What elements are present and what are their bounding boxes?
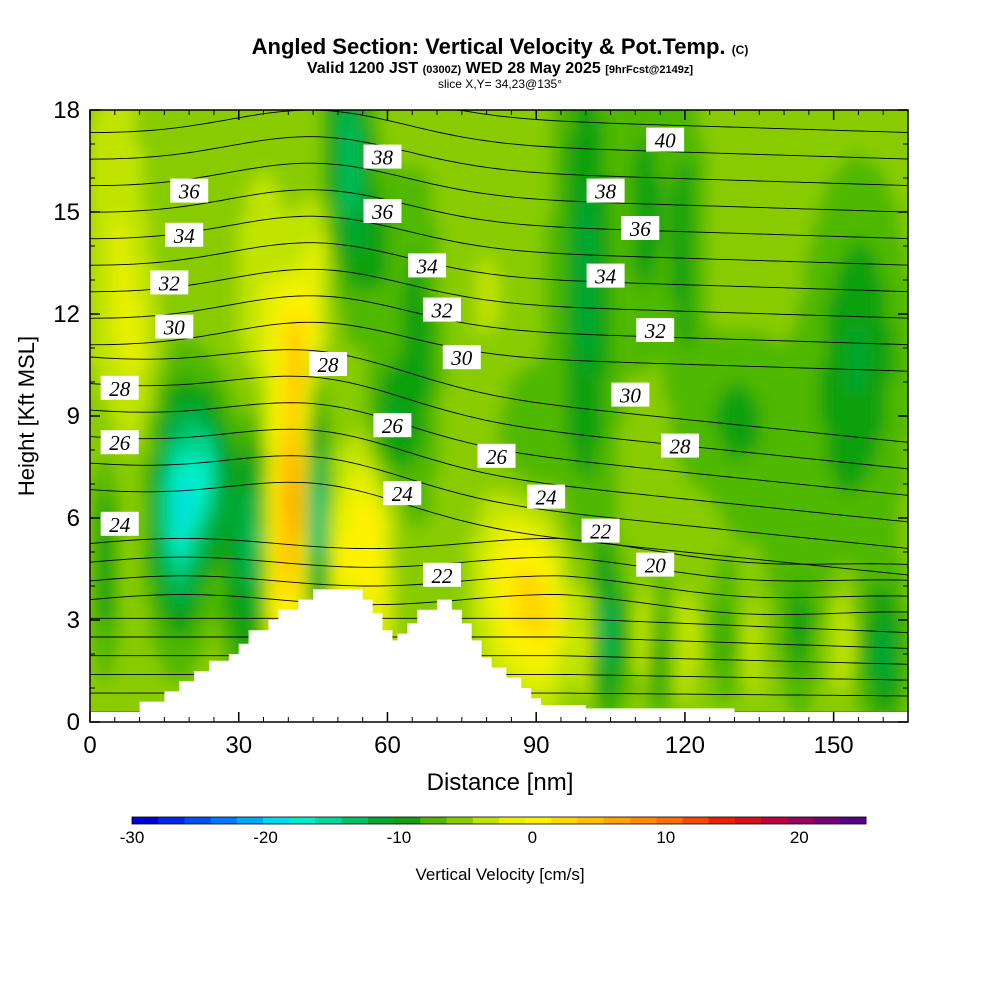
x-tick-label: 120: [665, 732, 705, 759]
colorbar-swatch: [839, 817, 867, 824]
theta-contour-label: 22: [423, 562, 461, 588]
theta-contour-label: 34: [165, 222, 204, 248]
colorbar-swatch: [630, 817, 657, 824]
theta-contour-label: 38: [586, 178, 625, 204]
colorbar-tick-label: 10: [656, 828, 675, 847]
theta-contour-label: 32: [636, 318, 675, 343]
slice-info: slice X,Y= 34,23@135°: [437, 77, 563, 91]
colorbar-swatch: [734, 817, 762, 824]
theta-contour-label: 30: [611, 382, 650, 408]
theta-contour-label: 20: [636, 552, 675, 578]
colorbar-swatch: [289, 817, 316, 824]
theta-contour-label: 36: [621, 216, 660, 241]
theta-contours: [90, 110, 908, 713]
forecast-tag: [9hrFcst@2149z]: [605, 64, 694, 76]
theta-contour-label: 28: [661, 433, 699, 459]
title-main: Angled Section: Vertical Velocity & Pot.…: [251, 34, 726, 59]
theta-contour-label: 26: [100, 430, 139, 455]
colorbar-swatch: [603, 817, 631, 824]
x-tick-label: 0: [83, 732, 96, 759]
colorbar-swatch: [263, 817, 290, 824]
theta-contour-label: 32: [423, 297, 461, 323]
colorbar-tick-label: -30: [120, 828, 145, 847]
colorbar-tick-label: -20: [253, 828, 278, 847]
valid-utc: (0300Z): [422, 64, 462, 76]
x-axis-label: Distance [nm]: [427, 769, 574, 796]
theta-contour-label: 28: [100, 375, 139, 401]
theta-contour-label: 30: [442, 345, 481, 370]
theta-contour-label: 28: [309, 352, 347, 377]
chart-title: Angled Section: Vertical Velocity & Pot.…: [0, 36, 1000, 61]
colorbar-label: Vertical Velocity [cm/s]: [415, 865, 584, 884]
x-axis: 0 30 60 90 120 150: [83, 110, 909, 759]
theta-contour-label: 24: [100, 511, 139, 537]
x-tick-label: 60: [374, 732, 401, 759]
theta-contour-label: 24: [527, 484, 566, 510]
x-tick-label: 90: [523, 732, 550, 759]
colorbar-swatch: [499, 817, 526, 824]
title-units: (C): [731, 43, 749, 57]
theta-contour-label: 36: [170, 178, 209, 204]
colorbar-swatch: [132, 817, 159, 824]
y-tick-label: 6: [67, 505, 80, 532]
colorbar-tick-label: 0: [528, 828, 537, 847]
colorbar-swatch: [341, 817, 369, 824]
colorbar-tick-label: 20: [790, 828, 809, 847]
colorbar-swatch: [184, 817, 212, 824]
theta-contour-label: 24: [383, 481, 422, 506]
colorbar-swatch: [472, 817, 500, 824]
colorbar-swatch: [761, 817, 788, 824]
colorbar-swatch: [236, 817, 264, 824]
x-tick-label: 150: [814, 732, 854, 759]
colorbar-swatch: [708, 817, 736, 824]
x-tick-label: 30: [225, 732, 252, 759]
colorbar-swatch: [682, 817, 710, 824]
colorbar-swatch: [315, 817, 343, 824]
colorbar-swatch: [551, 817, 579, 824]
y-axis-label: Height [Kft MSL]: [14, 336, 39, 496]
valid-time-line: Valid 1200 JST (0300Z) WED 28 May 2025 […: [0, 61, 1000, 78]
colorbar-swatch: [446, 817, 474, 824]
colorbar-swatch: [813, 817, 841, 824]
valid-date: WED 28 May 2025: [465, 60, 601, 77]
valid-jst: Valid 1200 JST: [306, 60, 419, 77]
terrain-mask: [90, 589, 908, 724]
theta-contour-label: 26: [477, 443, 516, 469]
theta-contour-label: 40: [646, 127, 685, 153]
colorbar-swatch: [394, 817, 421, 824]
theta-contour-label: 30: [155, 314, 194, 340]
y-tick-label: 15: [53, 199, 80, 226]
colorbar-swatch: [525, 817, 552, 824]
y-tick-label: 0: [67, 709, 80, 736]
theta-contour-label: 36: [363, 199, 402, 224]
colorbar-swatch: [210, 817, 238, 824]
y-tick-label: 9: [67, 403, 80, 430]
theta-contour-labels: 40 38 38 36 36 36 34 34 34 32 32 32 30 30 30 28 28 28 26 26…: [100, 127, 699, 588]
colorbar-swatch: [367, 817, 395, 824]
y-tick-label: 3: [67, 607, 80, 634]
colorbar-swatch: [420, 817, 447, 824]
y-tick-label: 12: [53, 301, 80, 328]
theta-contour-label: 32: [150, 270, 189, 295]
colorbar-swatch: [158, 817, 185, 824]
colorbar-swatch: [656, 817, 683, 824]
theta-contour-label: 34: [586, 263, 625, 289]
theta-contour-label: 26: [373, 413, 412, 438]
theta-contour-label: 22: [581, 518, 620, 544]
colorbar: -30 -20 -10 0 10 20: [120, 816, 867, 847]
theta-contour-label: 38: [363, 144, 402, 170]
colorbar-swatch: [577, 817, 605, 824]
title-block: Angled Section: Vertical Velocity & Pot.…: [0, 36, 1000, 91]
theta-contour-label: 34: [408, 253, 447, 278]
colorbar-swatch: [787, 817, 814, 824]
y-tick-label: 18: [53, 97, 80, 124]
colorbar-tick-label: -10: [387, 828, 412, 847]
